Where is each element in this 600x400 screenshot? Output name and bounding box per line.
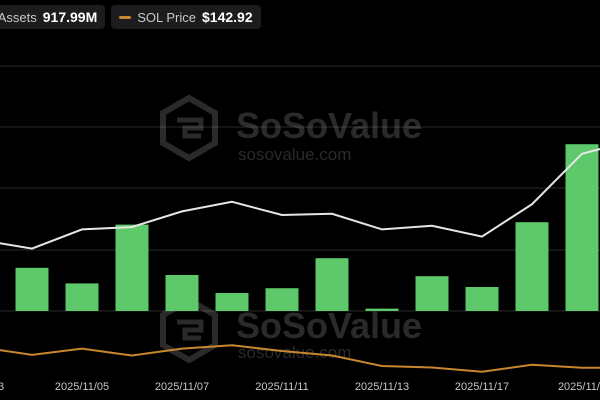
- x-tick-label: 2025/11/05: [55, 381, 109, 393]
- legend: et Assets 917.99M SOL Price $142.92: [0, 4, 261, 30]
- bar[interactable]: [65, 283, 99, 311]
- x-tick-label: 2025/11/17: [455, 381, 509, 393]
- bar[interactable]: [465, 287, 499, 311]
- bar-series: [15, 144, 599, 311]
- watermark-brand: SoSoValue: [236, 305, 422, 346]
- bar[interactable]: [215, 293, 249, 311]
- bar[interactable]: [165, 275, 199, 311]
- x-tick-label: 03: [0, 381, 4, 393]
- bar[interactable]: [315, 258, 349, 311]
- watermark-brand: SoSoValue: [236, 105, 422, 146]
- gridlines: [0, 65, 600, 312]
- net-assets-line[interactable]: [0, 141, 600, 250]
- legend-net-assets[interactable]: et Assets 917.99M: [0, 5, 106, 29]
- x-tick-label: 2025/11/07: [155, 381, 209, 393]
- bar[interactable]: [515, 222, 549, 311]
- watermark-url: sosovalue.com: [238, 145, 351, 164]
- legend-net-assets-value: 917.99M: [42, 9, 98, 25]
- sol-price-line[interactable]: [0, 344, 600, 373]
- x-tick-label: 2025/11/11: [255, 381, 308, 393]
- legend-sol-price-value: $142.92: [202, 9, 253, 25]
- sosovalue-logo-icon: [160, 296, 218, 364]
- x-tick-label: 2025/11/13: [355, 381, 409, 393]
- x-tick-label: 2025/11/1: [558, 381, 600, 393]
- x-axis-ticks: 03 2025/11/05 2025/11/07 2025/11/11 2025/11/…: [0, 381, 600, 393]
- bar[interactable]: [265, 288, 299, 311]
- sol-price-swatch-icon: [119, 15, 132, 19]
- bar[interactable]: [565, 144, 599, 311]
- bar[interactable]: [365, 308, 399, 311]
- legend-sol-price[interactable]: SOL Price $142.92: [111, 5, 261, 29]
- legend-sol-price-label: SOL Price: [137, 9, 196, 25]
- legend-net-assets-label: et Assets: [0, 9, 37, 25]
- bar[interactable]: [415, 276, 449, 311]
- line-series: [0, 141, 600, 373]
- bar[interactable]: [15, 267, 49, 311]
- bar[interactable]: [115, 224, 149, 311]
- watermark-top: SoSoValue sosovalue.com: [160, 94, 422, 164]
- sosovalue-logo-icon: [160, 94, 218, 162]
